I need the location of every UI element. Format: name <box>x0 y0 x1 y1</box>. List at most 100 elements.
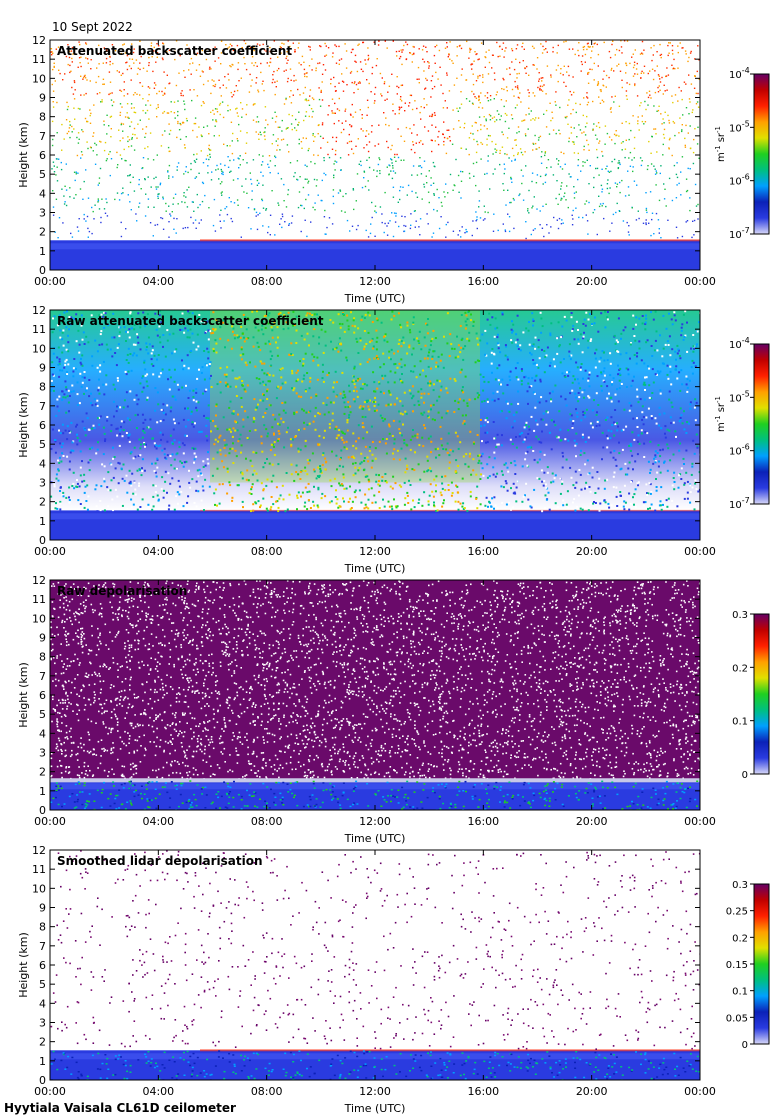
y-tick-label: 1 <box>39 785 46 798</box>
layer-top-line <box>50 778 700 783</box>
colorbar-tick-label: 10-5 <box>729 389 750 404</box>
y-tick-label: 2 <box>39 226 46 239</box>
y-tick-label: 4 <box>39 997 46 1010</box>
colorbar-gradient <box>753 613 770 775</box>
colorbar-gradient <box>753 883 770 1045</box>
y-tick-label: 9 <box>39 92 46 105</box>
x-tick-label: 04:00 <box>142 1085 174 1098</box>
colorbar: 10-7 10-6 10-5 10-4 m-1sr-1 <box>714 66 770 241</box>
x-tick-label: 20:00 <box>576 1085 608 1098</box>
x-tick-label: 00:00 <box>34 545 66 558</box>
x-axis-label: Time (UTC) <box>344 292 406 305</box>
y-tick-label: 7 <box>39 670 46 683</box>
y-tick-label: 4 <box>39 187 46 200</box>
x-tick-label: 12:00 <box>359 275 391 288</box>
y-tick-label: 12 <box>32 304 46 317</box>
y-tick-label: 11 <box>32 863 46 876</box>
y-tick-label: 4 <box>39 727 46 740</box>
y-tick-label: 7 <box>39 130 46 143</box>
x-tick-label: 08:00 <box>251 815 283 828</box>
y-tick-label: 12 <box>32 574 46 587</box>
y-tick-label: 6 <box>39 689 46 702</box>
y-tick-label: 7 <box>39 400 46 413</box>
x-tick-label: 08:00 <box>251 1085 283 1098</box>
x-tick-label: 16:00 <box>467 1085 499 1098</box>
colorbar-tick-label: 0.05 <box>726 1013 748 1024</box>
y-tick-label: 3 <box>39 1017 46 1030</box>
y-tick-label: 8 <box>39 381 46 394</box>
y-tick-label: 9 <box>39 632 46 645</box>
x-tick-label: 16:00 <box>467 815 499 828</box>
y-tick-label: 5 <box>39 168 46 181</box>
y-tick-label: 4 <box>39 457 46 470</box>
plot-background <box>50 40 700 270</box>
y-tick-label: 11 <box>32 593 46 606</box>
x-tick-label: 00:00 <box>684 815 716 828</box>
colorbar-unit-label: m-1sr-1 <box>714 396 727 432</box>
x-tick-label: 16:00 <box>467 275 499 288</box>
colorbar: 10-7 10-6 10-5 10-4 m-1sr-1 <box>714 336 770 511</box>
y-tick-label: 1 <box>39 1055 46 1068</box>
layer-top-line <box>200 239 700 242</box>
x-tick-label: 00:00 <box>34 1085 66 1098</box>
x-tick-label: 04:00 <box>142 545 174 558</box>
colorbar-tick-label: 10-5 <box>729 119 750 134</box>
colorbar-gradient <box>753 343 770 505</box>
y-tick-label: 1 <box>39 515 46 528</box>
x-tick-label: 00:00 <box>34 275 66 288</box>
x-tick-label: 12:00 <box>359 1085 391 1098</box>
y-tick-label: 8 <box>39 921 46 934</box>
colorbar-tick-label: 0 <box>742 770 748 781</box>
colorbar-tick-label: 10-7 <box>729 496 750 511</box>
colorbar-tick-label: 10-4 <box>729 66 750 81</box>
y-tick-label: 8 <box>39 111 46 124</box>
x-tick-label: 16:00 <box>467 545 499 558</box>
colorbar: 0 0.1 0.2 0.3 <box>732 610 770 781</box>
x-axis-label: Time (UTC) <box>344 1102 406 1115</box>
y-axis-label: Height (km) <box>17 392 30 458</box>
date-label: 10 Sept 2022 <box>52 20 133 34</box>
y-tick-label: 11 <box>32 53 46 66</box>
colorbar-tick-label: 0.3 <box>732 880 748 891</box>
plot-background <box>50 850 700 1080</box>
colorbar-tick-label: 0.2 <box>732 933 748 944</box>
y-tick-label: 5 <box>39 438 46 451</box>
y-tick-label: 10 <box>32 612 46 625</box>
x-tick-label: 04:00 <box>142 275 174 288</box>
x-tick-label: 00:00 <box>34 815 66 828</box>
heatmap-field <box>50 310 700 540</box>
colorbar-tick-label: 0.25 <box>726 907 748 918</box>
x-tick-label: 00:00 <box>684 275 716 288</box>
y-tick-label: 10 <box>32 72 46 85</box>
x-tick-label: 08:00 <box>251 275 283 288</box>
y-tick-label: 0 <box>39 1074 46 1087</box>
y-tick-label: 0 <box>39 264 46 277</box>
layer-top-line <box>200 1049 700 1052</box>
colorbar-tick-label: 0.3 <box>732 610 748 621</box>
colorbar-tick-label: 10-6 <box>729 173 750 188</box>
y-tick-label: 12 <box>32 844 46 857</box>
heatmap-field <box>50 40 700 270</box>
colorbar-unit-label: m-1sr-1 <box>714 126 727 162</box>
y-tick-label: 1 <box>39 245 46 258</box>
y-tick-label: 6 <box>39 149 46 162</box>
y-tick-label: 5 <box>39 978 46 991</box>
colorbar-tick-label: 10-4 <box>729 336 750 351</box>
colorbar-tick-label: 0 <box>742 1040 748 1051</box>
y-tick-label: 12 <box>32 34 46 47</box>
panel-title: Raw depolarisation <box>57 584 187 598</box>
x-axis-label: Time (UTC) <box>344 832 406 845</box>
panel-title: Attenuated backscatter coefficient <box>57 44 292 58</box>
panel-1: Attenuated backscatter coefficient012345… <box>17 34 770 305</box>
y-tick-label: 6 <box>39 419 46 432</box>
y-tick-label: 0 <box>39 534 46 547</box>
y-tick-label: 7 <box>39 940 46 953</box>
x-tick-label: 12:00 <box>359 815 391 828</box>
y-tick-label: 10 <box>32 882 46 895</box>
noise-field <box>50 580 700 779</box>
y-axis-label: Height (km) <box>17 662 30 728</box>
y-tick-label: 9 <box>39 902 46 915</box>
panel-4: Smoothed lidar depolarisation01234567891… <box>17 844 770 1115</box>
y-tick-label: 9 <box>39 362 46 375</box>
